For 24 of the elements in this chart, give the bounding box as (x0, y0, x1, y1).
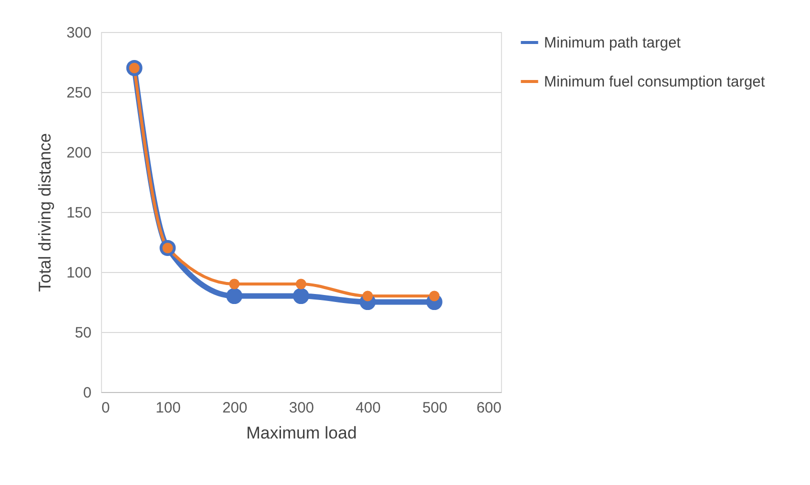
y-axis-title: Total driving distance (35, 133, 54, 292)
legend-label: Minimum path target (544, 34, 682, 52)
y-tick-label: 200 (66, 144, 92, 162)
x-tick-label: 0 (102, 400, 110, 416)
point (362, 290, 373, 302)
x-tick-label: 600 (476, 400, 502, 416)
x-tick-label: 100 (156, 400, 181, 416)
y-tick-label: 250 (66, 84, 92, 102)
x-axis-title: Maximum load (246, 424, 357, 442)
y-tick-label: 300 (66, 24, 92, 42)
legend-label: Minimum fuel consumption target (544, 74, 766, 90)
point (292, 288, 310, 304)
point (429, 290, 440, 302)
x-tick-label: 500 (422, 400, 448, 416)
y-tick-label: 0 (83, 384, 92, 402)
x-tick-label: 400 (356, 400, 381, 416)
y-tick-label: 50 (74, 324, 92, 342)
point (226, 288, 242, 304)
y-tick-label: 100 (66, 264, 92, 282)
y-tick-label: 150 (66, 204, 92, 222)
x-tick-label: 200 (222, 400, 248, 416)
point (229, 278, 240, 290)
point (296, 278, 306, 290)
x-tick-label: 300 (288, 400, 314, 416)
